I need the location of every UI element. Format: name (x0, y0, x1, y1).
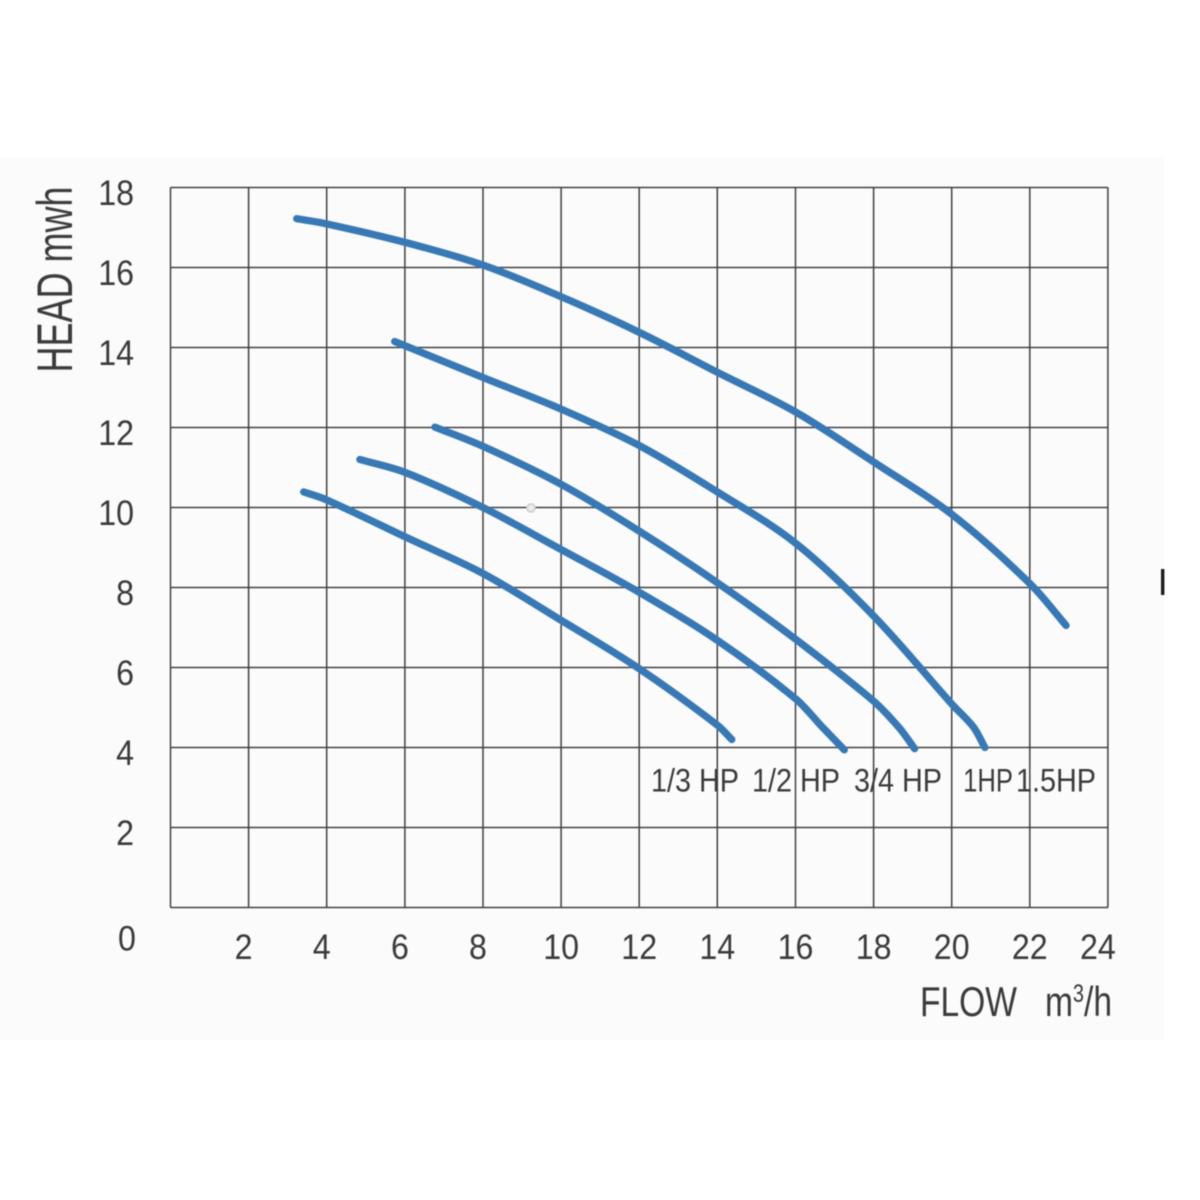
svg-text:14: 14 (699, 929, 735, 968)
svg-text:18: 18 (98, 175, 134, 214)
svg-text:4: 4 (313, 929, 331, 968)
svg-text:12: 12 (98, 415, 134, 454)
svg-text:18: 18 (856, 929, 892, 968)
svg-text:1.5HP: 1.5HP (1016, 763, 1096, 799)
svg-text:20: 20 (934, 929, 970, 968)
svg-text:2: 2 (116, 815, 134, 854)
svg-text:16: 16 (98, 255, 134, 294)
svg-text:6: 6 (116, 655, 134, 694)
svg-text:0: 0 (118, 920, 136, 959)
svg-text:22: 22 (1012, 929, 1048, 968)
svg-text:8: 8 (116, 575, 134, 614)
svg-text:3/4 HP: 3/4 HP (854, 763, 942, 799)
svg-text:24: 24 (1080, 929, 1116, 968)
svg-text:10: 10 (98, 495, 134, 534)
svg-text:1HP: 1HP (963, 764, 1013, 799)
svg-text:1/2 HP: 1/2 HP (752, 763, 840, 799)
svg-text:14: 14 (98, 335, 134, 374)
svg-text:1/3 HP: 1/3 HP (651, 763, 739, 799)
svg-text:2: 2 (235, 929, 253, 968)
svg-text:HEAD mwh: HEAD mwh (28, 187, 83, 373)
svg-text:8: 8 (469, 929, 487, 968)
svg-text:FLOW m3/h: FLOW m3/h (920, 980, 1112, 1026)
svg-text:10: 10 (543, 929, 579, 968)
svg-text:4: 4 (116, 735, 134, 774)
svg-text:6: 6 (391, 929, 409, 968)
svg-text:16: 16 (778, 929, 814, 968)
svg-text:12: 12 (621, 929, 657, 968)
